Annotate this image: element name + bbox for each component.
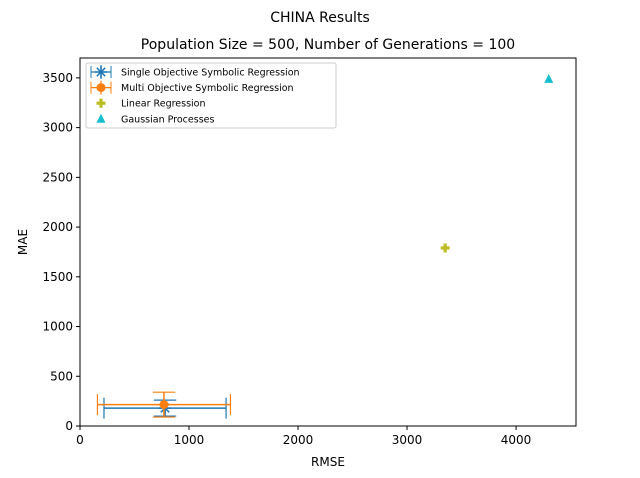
plot-data <box>96 73 554 419</box>
x-tick-label-2000: 2000 <box>283 433 314 447</box>
y-tick-label-500: 500 <box>50 369 73 383</box>
y-axis-label: MAE <box>16 229 30 255</box>
y-tick-label-3000: 3000 <box>42 121 73 135</box>
legend-entry-0: Single Objective Symbolic Regression <box>90 65 300 79</box>
legend-marker-0 <box>95 66 107 78</box>
x-tick-label-4000: 4000 <box>501 433 532 447</box>
plot-frame <box>79 57 577 427</box>
y-tick-label-1500: 1500 <box>42 270 73 284</box>
legend-label-0: Single Objective Symbolic Regression <box>121 68 300 79</box>
x-tick-label-0: 0 <box>76 433 84 447</box>
series-1-point-0 <box>96 391 232 418</box>
y-tick-label-0: 0 <box>65 419 73 433</box>
legend-marker-2 <box>96 98 106 108</box>
legend-marker-3 <box>96 113 106 123</box>
series-3-point-0 <box>544 73 554 83</box>
legend-frame <box>85 62 337 129</box>
chart-title: Population Size = 500, Number of Generat… <box>141 37 515 53</box>
legend-marker-1 <box>96 83 106 93</box>
chart-suptitle: CHINA Results <box>270 10 369 26</box>
legend-label-2: Linear Regression <box>121 99 206 110</box>
marker-circle <box>159 400 169 410</box>
x-axis-label: RMSE <box>311 455 345 469</box>
axes: 0 1000 2000 3000 4000 0 500 1000 1500 2000 2500 300… <box>42 71 531 447</box>
y-tick-label-2000: 2000 <box>42 220 73 234</box>
legend-entry-2: Linear Regression <box>96 98 206 110</box>
x-tick-label-3000: 3000 <box>392 433 423 447</box>
legend-entry-1: Multi Objective Symbolic Regression <box>90 80 294 95</box>
marker-plus <box>440 243 450 253</box>
series-2-point-0 <box>440 243 450 253</box>
legend-label-3: Gaussian Processes <box>121 114 214 125</box>
y-tick-label-1000: 1000 <box>42 320 73 334</box>
x-tick-label-1000: 1000 <box>174 433 205 447</box>
legend-label-1: Multi Objective Symbolic Regression <box>121 83 294 94</box>
legend: Single Objective Symbolic Regression Mult… <box>85 62 337 129</box>
marker-triangle <box>544 73 554 83</box>
y-tick-label-3500: 3500 <box>42 71 73 85</box>
y-tick-label-2500: 2500 <box>42 170 73 184</box>
legend-entry-3: Gaussian Processes <box>96 113 214 125</box>
